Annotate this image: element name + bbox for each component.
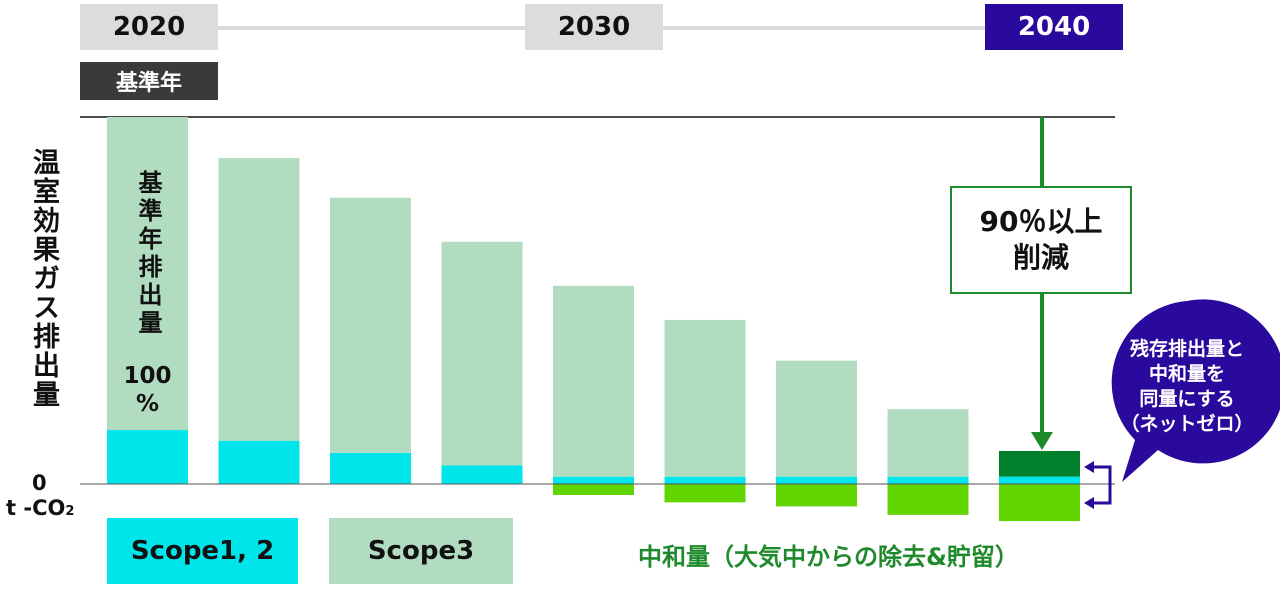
bar-scope12-3 — [441, 465, 523, 484]
legend-neutralization: 中和量（大気中からの除去&貯留） — [638, 543, 1019, 571]
y-unit-text: t -CO — [6, 496, 66, 520]
y-axis-label: 温室効果ガス排出量 — [28, 148, 59, 409]
net-zero-line4: （ネットゼロ） — [1120, 413, 1254, 435]
bar-scope3-7 — [887, 409, 969, 477]
net-zero-line1: 残存排出量と — [1129, 338, 1244, 360]
bar-neutralization-7 — [887, 484, 969, 515]
base-bar-percent: 100 % — [107, 362, 188, 418]
bar-scope12-0 — [107, 430, 188, 484]
base-bar-label: 基準年排出量 — [134, 170, 162, 338]
net-zero-line2: 中和量を — [1148, 363, 1225, 385]
bar-neutralization-5 — [664, 484, 746, 503]
equalize-bracket — [1090, 465, 1112, 505]
y-unit-subscript: 2 — [65, 504, 75, 519]
bar-scope12-2 — [330, 452, 411, 484]
bar-scope3-0 — [107, 117, 188, 431]
bar-scope3-1 — [218, 158, 300, 441]
y-unit-label: t -CO2 — [6, 496, 74, 520]
bar-neutralization-4 — [553, 484, 634, 496]
bar-scope3-2 — [330, 197, 411, 453]
reduction-line2: 削減 — [1012, 241, 1069, 274]
bar-scope3-6 — [776, 360, 857, 477]
net-zero-bubble — [1111, 299, 1280, 482]
base-year-tag: 基準年 — [80, 62, 218, 100]
legend-scope12: Scope1, 2 — [107, 518, 298, 584]
bar-scope12-6 — [776, 476, 857, 484]
net-zero-text: 残存排出量と 中和量を 同量にする （ネットゼロ） — [1108, 337, 1266, 437]
year-2040-box: 2040 — [985, 4, 1123, 50]
base-bar-percent-sign: % — [135, 391, 160, 417]
net-zero-line3: 同量にする — [1139, 388, 1235, 410]
bar-residual-8 — [999, 450, 1080, 477]
bar-scope12-4 — [553, 476, 634, 484]
bar-scope12-7 — [887, 476, 969, 484]
y-zero-label: 0 — [32, 471, 47, 495]
bar-scope3-4 — [553, 285, 634, 477]
equalize-arrow-bottom — [1084, 497, 1094, 509]
reduction-callout: 90％以上 削減 — [950, 186, 1132, 294]
year-2030-box: 2030 — [525, 4, 663, 50]
bar-scope3-3 — [441, 241, 523, 466]
bar-scope12-8 — [999, 476, 1080, 484]
reduction-arrow-head — [1031, 432, 1053, 450]
bar-neutralization-6 — [776, 484, 857, 507]
bar-neutralization-8 — [999, 484, 1080, 522]
reduction-line1: 90％以上 — [979, 205, 1103, 238]
base-bar-percent-num: 100 — [123, 363, 172, 389]
bars-group — [107, 117, 1080, 522]
year-2020-box: 2020 — [80, 4, 218, 50]
bar-scope12-5 — [664, 476, 746, 484]
bar-scope12-1 — [218, 440, 300, 484]
bar-scope3-5 — [664, 319, 746, 477]
legend-scope3: Scope3 — [329, 518, 513, 584]
equalize-arrow-top — [1084, 461, 1094, 473]
